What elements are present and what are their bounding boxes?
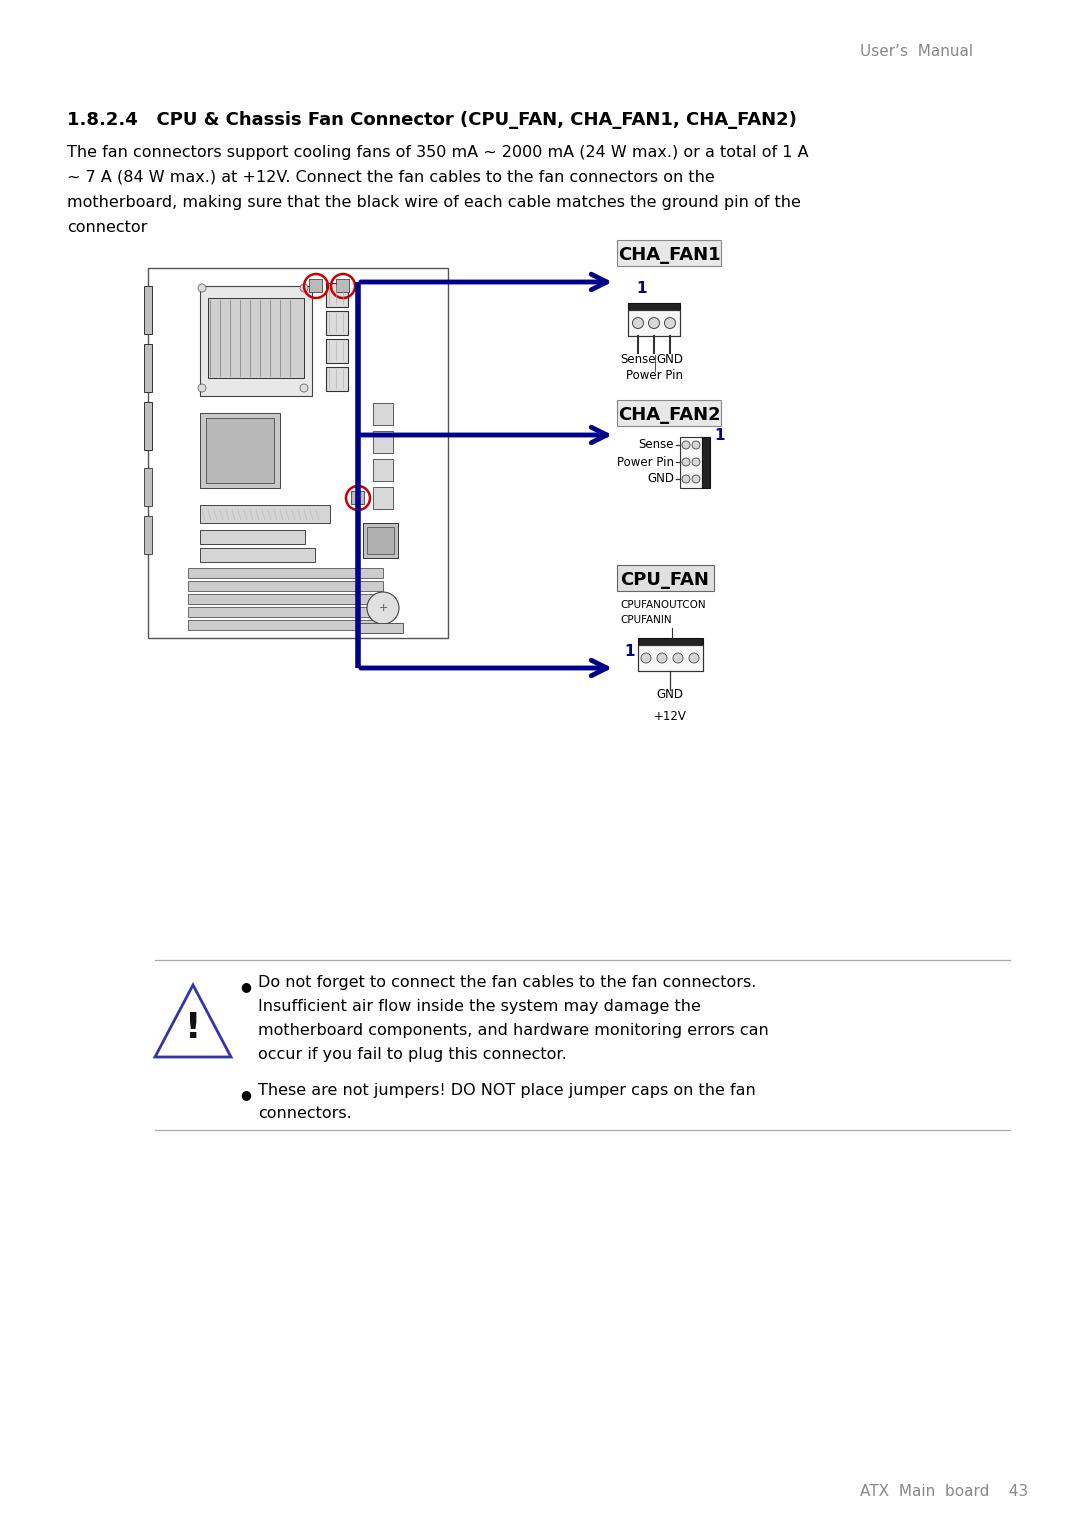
Circle shape (681, 458, 690, 466)
Text: +: + (378, 603, 388, 612)
Bar (144, 286, 152, 334)
Bar (200, 530, 305, 544)
Bar (702, 437, 710, 489)
Bar (309, 279, 322, 292)
FancyBboxPatch shape (617, 400, 721, 426)
Bar (144, 344, 152, 392)
Text: 1.8.2.4   CPU & Chassis Fan Connector (CPU_FAN, CHA_FAN1, CHA_FAN2): 1.8.2.4 CPU & Chassis Fan Connector (CPU… (67, 111, 797, 128)
Text: CPUFANOUTCON: CPUFANOUTCON (620, 600, 705, 609)
Bar (638, 644, 703, 670)
Text: Power Pin: Power Pin (626, 370, 684, 382)
Circle shape (657, 654, 667, 663)
Bar (326, 282, 348, 307)
Circle shape (642, 654, 651, 663)
Circle shape (648, 318, 660, 328)
Text: 1: 1 (624, 644, 635, 660)
FancyBboxPatch shape (617, 565, 714, 591)
FancyBboxPatch shape (617, 240, 721, 266)
Bar (144, 402, 152, 450)
Text: 1: 1 (637, 281, 647, 296)
Bar (326, 312, 348, 334)
Text: motherboard, making sure that the black wire of each cable matches the ground pi: motherboard, making sure that the black … (67, 194, 801, 209)
Bar (200, 548, 315, 562)
Bar (357, 623, 403, 634)
Circle shape (692, 458, 700, 466)
Bar (188, 568, 383, 579)
Text: CPUFANIN: CPUFANIN (620, 615, 672, 625)
Text: CPU_FAN: CPU_FAN (621, 571, 710, 589)
Bar (373, 487, 393, 508)
Text: connector: connector (67, 220, 147, 235)
Bar (351, 492, 364, 504)
Bar (188, 580, 383, 591)
Bar (188, 620, 383, 631)
Text: Insufficient air flow inside the system may damage the: Insufficient air flow inside the system … (258, 999, 701, 1014)
Text: occur if you fail to plug this connector.: occur if you fail to plug this connector… (258, 1046, 567, 1061)
Text: ~ 7 A (84 W max.) at +12V. Connect the fan cables to the fan connectors on the: ~ 7 A (84 W max.) at +12V. Connect the f… (67, 169, 715, 185)
Bar (208, 298, 303, 379)
Bar (627, 310, 680, 336)
Bar (638, 644, 703, 670)
Text: These are not jumpers! DO NOT place jumper caps on the fan: These are not jumpers! DO NOT place jump… (258, 1083, 756, 1098)
Bar (373, 431, 393, 454)
Bar (367, 527, 394, 554)
Text: GND: GND (657, 353, 684, 366)
Circle shape (300, 284, 308, 292)
Bar (336, 279, 349, 292)
Circle shape (633, 318, 644, 328)
Bar (148, 269, 448, 638)
Text: 1: 1 (714, 428, 725, 443)
Text: Sense: Sense (638, 438, 674, 452)
Bar (373, 403, 393, 425)
Bar (627, 310, 680, 336)
Circle shape (681, 441, 690, 449)
Circle shape (673, 654, 683, 663)
Bar (627, 302, 680, 310)
Bar (363, 524, 399, 557)
Text: Sense: Sense (620, 353, 656, 366)
Text: connectors.: connectors. (258, 1107, 352, 1121)
Text: GND: GND (657, 689, 684, 701)
Text: !: ! (185, 1011, 201, 1044)
Text: GND: GND (647, 472, 674, 486)
Text: CHA_FAN1: CHA_FAN1 (618, 246, 720, 264)
Text: Power Pin: Power Pin (617, 455, 674, 469)
Bar (144, 467, 152, 505)
Circle shape (681, 475, 690, 483)
Circle shape (664, 318, 675, 328)
Bar (144, 516, 152, 554)
Bar (200, 412, 280, 489)
Circle shape (689, 654, 699, 663)
Circle shape (367, 592, 399, 625)
Circle shape (198, 383, 206, 392)
Text: ATX  Main  board    43: ATX Main board 43 (860, 1484, 1028, 1500)
Bar (373, 460, 393, 481)
Bar (680, 437, 702, 489)
Bar (200, 505, 330, 524)
Text: CHA_FAN2: CHA_FAN2 (618, 406, 720, 425)
Circle shape (300, 383, 308, 392)
Bar (638, 638, 703, 644)
Text: ●: ● (240, 980, 251, 993)
Bar (188, 608, 383, 617)
Bar (326, 339, 348, 363)
Polygon shape (156, 985, 231, 1057)
Bar (188, 594, 383, 605)
Bar (206, 418, 274, 483)
Circle shape (692, 475, 700, 483)
Circle shape (692, 441, 700, 449)
Bar (326, 366, 348, 391)
Bar (200, 286, 312, 395)
Text: The fan connectors support cooling fans of 350 mA ~ 2000 mA (24 W max.) or a tot: The fan connectors support cooling fans … (67, 145, 809, 159)
Circle shape (198, 284, 206, 292)
Text: User’s  Manual: User’s Manual (860, 44, 973, 60)
Text: Do not forget to connect the fan cables to the fan connectors.: Do not forget to connect the fan cables … (258, 974, 756, 989)
Text: motherboard components, and hardware monitoring errors can: motherboard components, and hardware mon… (258, 1023, 769, 1037)
Text: +12V: +12V (653, 710, 687, 722)
Text: ●: ● (240, 1089, 251, 1101)
